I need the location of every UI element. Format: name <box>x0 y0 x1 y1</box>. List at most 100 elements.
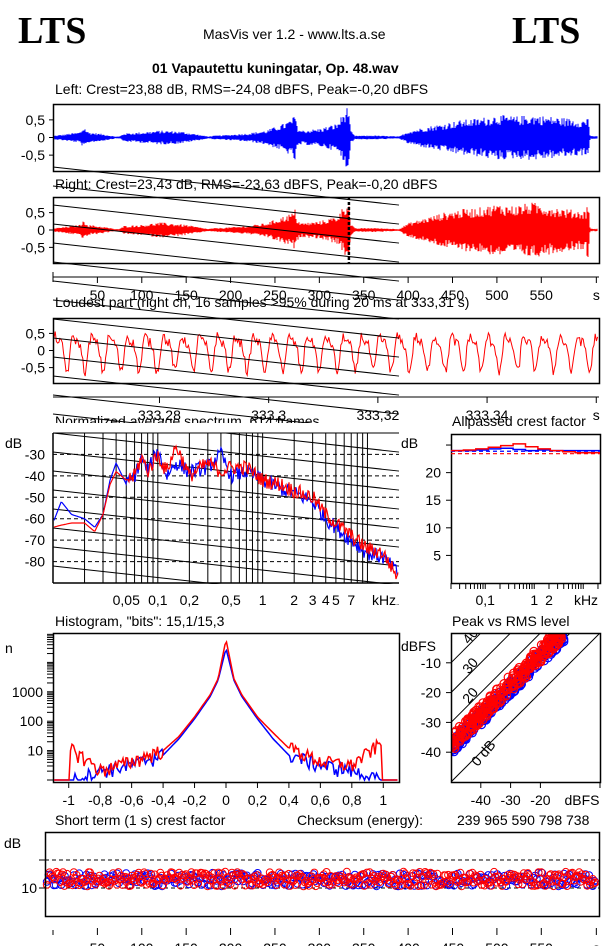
diagonal-label: 40 <box>459 624 481 646</box>
x-tick-label: -40 <box>471 792 491 808</box>
peak-rms-point-right <box>517 667 528 678</box>
x-tick-label: 250 <box>263 940 287 946</box>
crest-point-right <box>472 872 481 881</box>
crest-point-right <box>217 877 226 886</box>
crest-point-right <box>187 868 196 877</box>
x-tick-label: 0 <box>222 792 230 808</box>
crest-point-right <box>246 874 255 883</box>
x-tick-label: kHz <box>372 592 396 608</box>
crest-point-right <box>42 880 51 889</box>
crest-point-right <box>548 877 557 886</box>
peak-rms-point-right <box>540 638 551 649</box>
histogram-title: Histogram, "bits": 15,1/15,3 <box>55 613 225 629</box>
slope-line <box>52 489 400 529</box>
peak-rms-point-right <box>466 722 476 733</box>
crest-point-right <box>434 881 443 890</box>
slope-line <box>52 185 400 225</box>
x-tick-label: 250 <box>263 287 287 303</box>
crest-point-right <box>399 867 408 876</box>
peak-rms-point-right <box>519 670 530 681</box>
x-tick-label: 450 <box>441 287 465 303</box>
x-tick-label: 333,32 <box>356 407 399 423</box>
peak-rms-point-right <box>490 700 500 711</box>
x-tick-label: -1 <box>63 792 76 808</box>
crest-point-right <box>587 876 596 885</box>
y-tick-label: 0 <box>37 343 45 359</box>
crest-point-right <box>72 870 81 879</box>
crest-point-right <box>69 868 78 877</box>
x-tick-label: s <box>593 940 600 946</box>
grid-mask <box>400 423 410 585</box>
crest-point-right <box>86 868 94 877</box>
checksum-value: 239 965 590 798 738 <box>457 812 590 828</box>
y-axis-unit-label: n <box>5 640 13 656</box>
crest-point-right <box>80 877 89 886</box>
y-tick-label: 0,5 <box>26 205 46 221</box>
x-tick-label: 550 <box>530 940 554 946</box>
y-axis-unit-label: dB <box>4 835 21 851</box>
crest-point-right <box>261 876 270 885</box>
short-term-crest-frame <box>44 831 601 918</box>
crest-point-right <box>176 881 185 890</box>
app-title: MasVis ver 1.2 - www.lts.a.se <box>203 26 386 42</box>
crest-point-right <box>457 882 466 891</box>
x-tick-label: 7 <box>347 592 355 608</box>
y-tick-label: -20 <box>421 685 441 701</box>
slope-line <box>52 318 400 358</box>
crest-point-right <box>549 882 558 891</box>
y-tick-label: -0,5 <box>21 147 45 163</box>
x-tick-label: 300 <box>308 940 332 946</box>
y-tick-label: 10 <box>27 743 43 759</box>
peak-rms-point-right <box>509 684 519 694</box>
peak-rms-title: Peak vs RMS level <box>452 613 570 629</box>
x-tick-label: 350 <box>352 287 376 303</box>
y-tick-label: 10 <box>425 520 441 536</box>
crest-point-right <box>272 881 281 889</box>
x-tick-label: 3 <box>309 592 317 608</box>
x-tick-label: s <box>593 407 600 423</box>
crest-point-right <box>572 872 581 881</box>
loudest-part-trace <box>53 331 599 378</box>
y-tick-label: -40 <box>421 744 441 760</box>
peak-rms-point-right <box>478 698 488 708</box>
x-tick-label: -0,4 <box>151 792 175 808</box>
spectrum-right-line <box>53 444 399 580</box>
y-axis-unit-label: dBFS <box>401 638 436 654</box>
slope-line <box>52 242 400 282</box>
crest-diagonal <box>451 633 512 693</box>
slope-line <box>52 204 400 244</box>
crest-point-right <box>59 868 67 877</box>
crest-point-right <box>518 880 527 889</box>
x-tick-label: 400 <box>396 940 420 946</box>
crest-point-right <box>490 867 499 876</box>
y-tick-label: -80 <box>25 554 45 570</box>
crest-point-right <box>350 877 359 886</box>
crest-point-right <box>526 876 535 884</box>
allpass-right-line <box>451 443 600 454</box>
peak-rms-point-right <box>559 623 567 631</box>
x-tick-label: 0,1 <box>148 592 168 608</box>
peak-rms-point-right <box>508 668 519 678</box>
crest-point-right <box>310 868 319 877</box>
loudest-part-title: Loudest part (right ch, 16 samples >95% … <box>55 294 470 310</box>
peak-rms-point-right <box>543 636 553 646</box>
y-tick-label: 10 <box>21 880 37 896</box>
x-tick-label: 5 <box>332 592 340 608</box>
y-axis-unit-label: dB <box>401 435 418 451</box>
peak-rms-point-right <box>540 641 551 652</box>
x-tick-label: dBFS <box>564 792 599 808</box>
slope-line <box>52 337 400 377</box>
crest-point-right <box>419 881 428 890</box>
allpass-title: Allpassed crest factor <box>452 413 586 429</box>
crest-point-right <box>456 868 465 877</box>
crest-point-right <box>141 870 150 879</box>
crest-point-right <box>564 877 573 886</box>
x-tick-label: -0,2 <box>182 792 206 808</box>
peak-rms-point-right <box>559 633 567 635</box>
crest-point-right <box>161 876 170 885</box>
peak-rms-point-right <box>482 709 492 719</box>
crest-point-right <box>411 869 420 878</box>
crest-point-right <box>579 874 588 883</box>
x-tick-label: 1 <box>259 592 267 608</box>
